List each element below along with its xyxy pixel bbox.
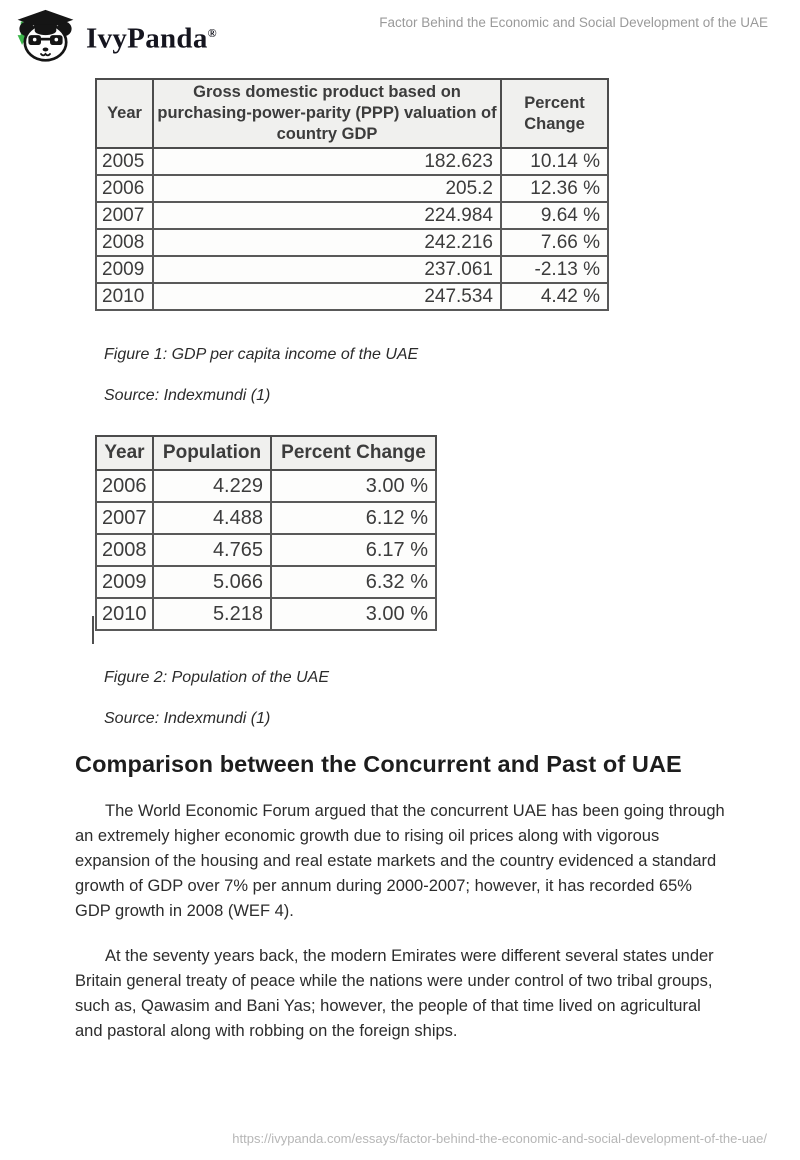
figure1-source: Source: Indexmundi (1) (104, 387, 271, 405)
table-cell: 2009 (95, 565, 154, 600)
table-row: 2007 224.984 9.64 % (95, 201, 609, 231)
column-header-percent-change: Percent Change (500, 77, 609, 150)
column-header-population: Population (152, 435, 272, 472)
table-row: 2010 247.534 4.42 % (95, 282, 609, 312)
table-row: 2006 205.2 12.36 % (95, 174, 609, 204)
table-cell: 182.623 (152, 147, 502, 177)
table-cell: 5.218 (152, 597, 272, 632)
page-content: Year Gross domestic product based on pur… (75, 77, 730, 1044)
table-cell: 2007 (95, 201, 154, 231)
body-paragraph: At the seventy years back, the modern Em… (75, 947, 714, 1041)
table-cell: 4.229 (152, 469, 272, 504)
table-cell: 7.66 % (500, 228, 609, 258)
table-row: 2010 5.218 3.00 % (95, 597, 437, 632)
table-cell: 6.12 % (270, 501, 437, 536)
table-row: 2009 5.066 6.32 % (95, 565, 437, 600)
registered-mark: ® (207, 26, 217, 40)
table-cell: 2008 (95, 228, 154, 258)
table-cell: 3.00 % (270, 469, 437, 504)
table-cell: 2007 (95, 501, 154, 536)
ivypanda-panda-icon (17, 9, 74, 62)
column-header-percent-change: Percent Change (270, 435, 437, 472)
table-cell: 12.36 % (500, 174, 609, 204)
table-cell: 4.42 % (500, 282, 609, 312)
table-row: 2007 4.488 6.12 % (95, 501, 437, 536)
table-cell: 237.061 (152, 255, 502, 285)
figure1-caption: Figure 1: GDP per capita income of the U… (104, 346, 419, 364)
table-cell: 10.14 % (500, 147, 609, 177)
population-table: Year Population Percent Change 2006 4.229… (95, 435, 437, 632)
table-cell: 2006 (95, 174, 154, 204)
table-cell: 2006 (95, 469, 154, 504)
table-cell: 2010 (95, 597, 154, 632)
column-header-year: Year (95, 435, 154, 472)
section-heading: Comparison between the Concurrent and Pa… (75, 751, 682, 778)
table-cell: -2.13 % (500, 255, 609, 285)
table-cell: 247.534 (152, 282, 502, 312)
table-cell: 2010 (95, 282, 154, 312)
table-cell: 205.2 (152, 174, 502, 204)
table-cell: 224.984 (152, 201, 502, 231)
table-cell: 242.216 (152, 228, 502, 258)
table-cell: 2009 (95, 255, 154, 285)
text-cursor-artifact (92, 616, 94, 644)
body-paragraph: The World Economic Forum argued that the… (75, 802, 725, 921)
table-cell: 9.64 % (500, 201, 609, 231)
gdp-table: Year Gross domestic product based on pur… (95, 77, 609, 312)
figure2-source: Source: Indexmundi (1) (104, 710, 271, 728)
table-cell: 6.17 % (270, 533, 437, 568)
document-title: Factor Behind the Economic and Social De… (379, 15, 768, 30)
table-cell: 3.00 % (270, 597, 437, 632)
brand-name: IvyPanda® (86, 22, 217, 55)
table-row: 2005 182.623 10.14 % (95, 147, 609, 177)
page-footer-url: https://ivypanda.com/essays/factor-behin… (232, 1131, 767, 1146)
brand-logo: IvyPanda® (14, 6, 217, 66)
column-header-gdp: Gross domestic product based on purchasi… (152, 77, 502, 150)
table-row: 2006 4.229 3.00 % (95, 469, 437, 504)
gdp-table-figure: Year Gross domestic product based on pur… (75, 77, 730, 312)
table-cell: 6.32 % (270, 565, 437, 600)
table-cell: 5.066 (152, 565, 272, 600)
table-row: 2008 4.765 6.17 % (95, 533, 437, 568)
table-header-row: Year Gross domestic product based on pur… (95, 77, 609, 150)
figure2-caption: Figure 2: Population of the UAE (104, 669, 330, 687)
table-cell: 2008 (95, 533, 154, 568)
table-cell: 4.765 (152, 533, 272, 568)
table-header-row: Year Population Percent Change (95, 435, 437, 472)
table-row: 2008 242.216 7.66 % (95, 228, 609, 258)
table-cell: 2005 (95, 147, 154, 177)
population-table-figure: Year Population Percent Change 2006 4.229… (75, 435, 730, 632)
column-header-year: Year (95, 77, 154, 150)
table-cell: 4.488 (152, 501, 272, 536)
table-row: 2009 237.061 -2.13 % (95, 255, 609, 285)
